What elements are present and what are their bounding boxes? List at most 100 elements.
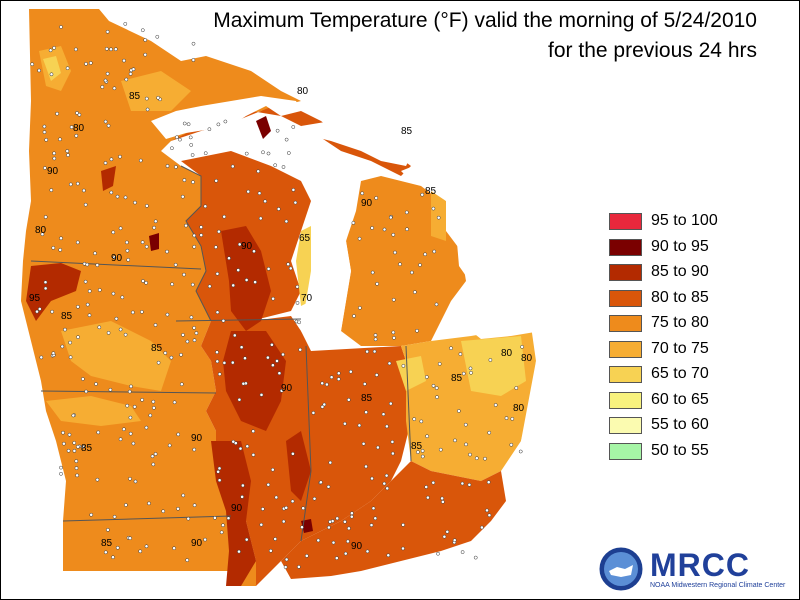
station-dot	[173, 262, 178, 267]
map-label: 85	[129, 91, 141, 102]
temperature-labels: 80 85 80 85 90 80 95 85 85 90 90 65 70 9…	[29, 86, 533, 552]
station-dot	[170, 146, 174, 151]
station-dot	[437, 362, 442, 366]
station-dot	[68, 340, 72, 345]
station-dot	[214, 178, 219, 183]
station-dot	[493, 403, 498, 407]
station-dot	[468, 366, 473, 371]
mrcc-logo: MRCC NOAA Midwestern Regional Climate Ce…	[597, 545, 799, 595]
station-dot	[291, 451, 295, 456]
station-dot	[103, 119, 108, 124]
station-dot	[83, 202, 88, 207]
station-dot	[461, 371, 466, 376]
station-dot	[83, 279, 88, 284]
station-dot	[49, 188, 54, 192]
station-dot	[348, 369, 353, 374]
station-dot	[483, 456, 487, 461]
station-dot	[59, 25, 63, 29]
station-dot	[434, 386, 439, 390]
station-dot	[192, 338, 197, 343]
station-dot	[230, 360, 235, 365]
station-dot	[270, 467, 275, 472]
station-dot	[44, 138, 49, 142]
station-dot	[74, 47, 78, 52]
station-dot	[373, 337, 378, 342]
station-dot	[266, 482, 271, 487]
station-dot	[153, 452, 158, 456]
station-dot	[290, 499, 295, 504]
station-dot	[217, 229, 221, 234]
station-dot	[259, 522, 264, 527]
station-dot	[215, 359, 220, 364]
station-dot	[69, 125, 74, 129]
cool-zones	[39, 46, 526, 426]
station-dot	[112, 514, 117, 519]
station-dot	[215, 310, 220, 315]
station-dot	[401, 546, 405, 551]
station-dot	[357, 423, 362, 428]
station-dot	[320, 381, 325, 386]
station-dot	[68, 355, 73, 360]
station-dot	[222, 361, 227, 365]
legend-label: 85 to 90	[651, 263, 709, 280]
station-dot	[298, 347, 303, 352]
station-dot	[128, 415, 133, 420]
station-dot	[297, 565, 301, 569]
station-dot	[147, 501, 151, 506]
station-dot	[103, 550, 108, 555]
station-dot	[297, 320, 301, 325]
station-dot	[221, 318, 226, 323]
station-dot	[43, 280, 48, 285]
station-dot	[192, 447, 197, 452]
station-dot	[504, 416, 509, 420]
station-dot	[140, 398, 144, 402]
station-dot	[165, 249, 169, 254]
station-dot	[370, 226, 374, 230]
station-dot	[382, 227, 387, 232]
map-label: 80	[73, 123, 85, 134]
station-dot	[94, 382, 98, 386]
station-dot	[304, 554, 309, 558]
station-dot	[111, 555, 115, 560]
station-dot	[431, 383, 436, 388]
station-dot	[474, 456, 479, 461]
station-dot	[284, 219, 289, 224]
station-dot	[284, 505, 289, 510]
station-dot	[122, 427, 126, 432]
station-dot	[343, 519, 347, 524]
station-dot	[374, 196, 379, 200]
station-dot	[390, 440, 395, 444]
station-dot	[240, 495, 244, 499]
station-dot	[327, 525, 331, 530]
station-dot	[58, 137, 62, 142]
station-dot	[271, 296, 275, 301]
station-dot	[207, 127, 212, 132]
station-dot	[182, 121, 187, 126]
station-dot	[155, 34, 160, 39]
station-dot	[412, 417, 417, 421]
station-dot	[182, 178, 187, 182]
station-dot	[410, 270, 414, 275]
map-label: 85	[451, 373, 463, 384]
station-dot	[286, 262, 290, 267]
station-dot	[423, 252, 427, 257]
station-dot	[260, 507, 265, 511]
station-dot	[185, 339, 190, 344]
station-dot	[343, 551, 348, 556]
station-dot	[87, 313, 92, 318]
station-dot	[190, 153, 195, 157]
station-dot	[66, 448, 71, 453]
station-dot	[189, 315, 194, 320]
station-dot	[128, 536, 132, 541]
station-dot	[145, 107, 150, 112]
station-dot	[232, 333, 237, 338]
station-dot	[140, 240, 145, 245]
station-dot	[131, 310, 135, 315]
station-dot	[326, 484, 331, 489]
station-dot	[372, 349, 377, 354]
station-dot	[43, 166, 47, 170]
station-dot	[65, 149, 70, 153]
station-dot	[104, 47, 109, 51]
station-dot	[105, 29, 110, 34]
station-dot	[343, 421, 347, 426]
